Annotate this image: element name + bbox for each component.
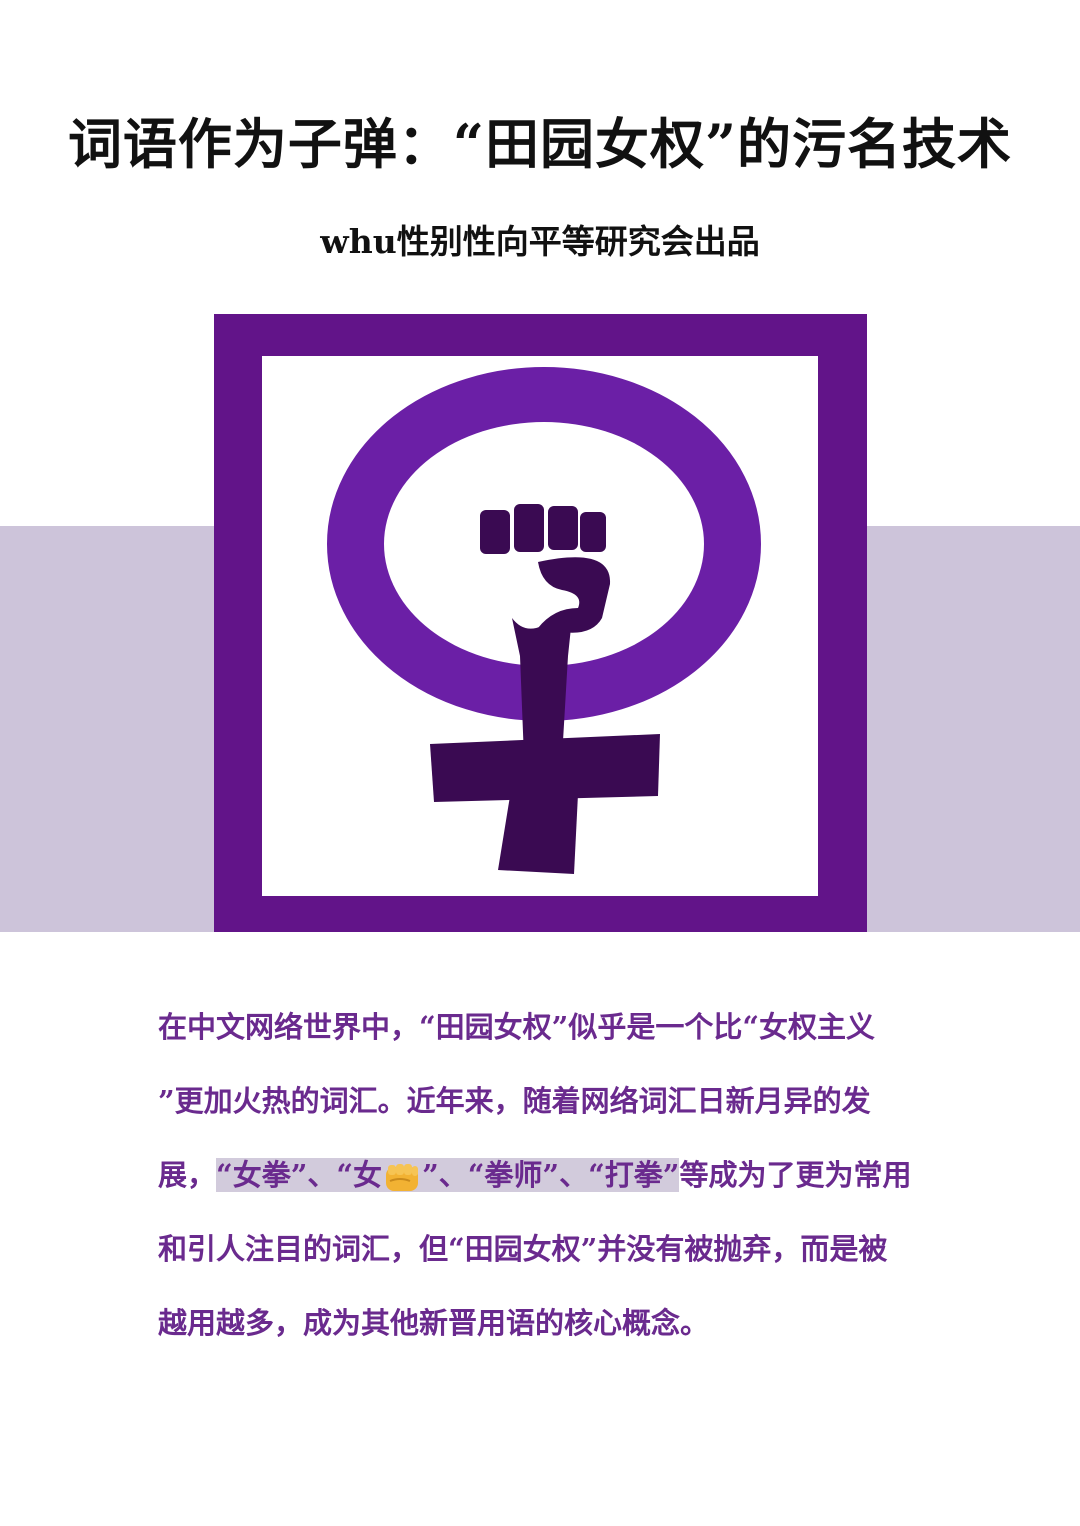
body-line-3-prefix: 展， <box>158 1158 217 1192</box>
emblem-panel <box>262 356 818 896</box>
highlight-part-b: ”、“拳师”、“打拳” <box>422 1158 680 1192</box>
body-line-1: 在中文网络世界中，“田园女权”似乎是一个比“女权主义 <box>158 1010 876 1044</box>
highlight-part-a: “女拳”、“女 <box>216 1158 383 1192</box>
emblem-frame <box>214 314 867 932</box>
body-line-3: 展，“女拳”、“女 ”、“拳师”、“打拳”等成为了更为常用 <box>158 1138 948 1212</box>
body-line-2: ”更加火热的词汇。近年来，随着网络词汇日新月异的发 <box>158 1084 871 1118</box>
page-title: 词语作为子弹：“田园女权”的污名技术 <box>67 112 1013 176</box>
feminist-fist-venus-icon <box>327 367 761 874</box>
body-line-5: 越用越多，成为其他新晋用语的核心概念。 <box>158 1306 710 1340</box>
fist-emoji-icon <box>386 1164 419 1191</box>
body-line-4: 和引人注目的词汇，但“田园女权”并没有被抛弃，而是被 <box>158 1232 888 1266</box>
body-paragraph: 在中文网络世界中，“田园女权”似乎是一个比“女权主义 ”更加火热的词汇。近年来，… <box>158 990 948 1360</box>
page-subtitle: whu性别性向平等研究会出品 <box>320 222 760 261</box>
highlighted-terms: “女拳”、“女 ”、“拳师”、“打拳” <box>216 1158 680 1192</box>
body-line-3-suffix: 等成为了更为常用 <box>679 1158 912 1192</box>
